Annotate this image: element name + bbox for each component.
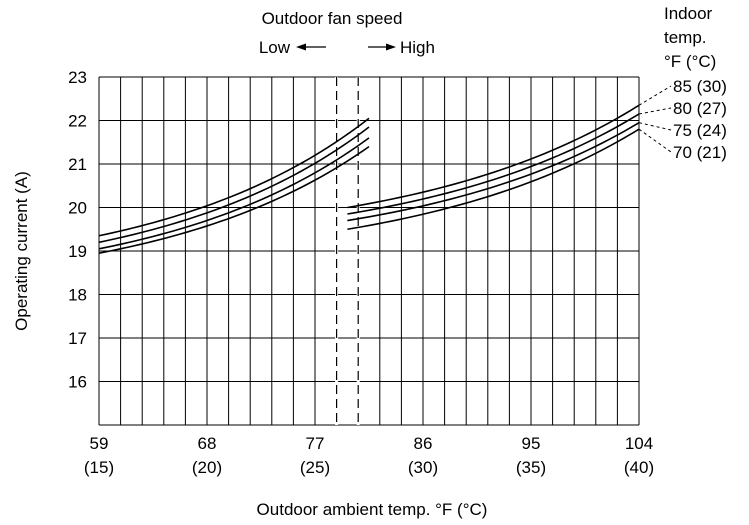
legend-title-line-2: temp. <box>664 28 707 47</box>
legend-entries: 85 (30) 80 (27) 75 (24) 70 (21) <box>638 77 727 162</box>
legend-series-label: 70 (21) <box>673 143 727 162</box>
series-curve-high-fan <box>347 121 640 222</box>
fan-speed-high-label: High <box>400 38 435 57</box>
x-tick-label-c: (25) <box>300 458 330 477</box>
y-tick-label: 21 <box>68 155 87 174</box>
series-curve-high-fan <box>347 104 640 209</box>
series-curve-high-fan <box>347 128 640 231</box>
y-tick-label: 16 <box>68 373 87 392</box>
series-curve-low-fan <box>98 145 370 254</box>
x-tick-label-c: (15) <box>84 458 114 477</box>
x-tick-label-f: 68 <box>198 434 217 453</box>
y-tick-label: 23 <box>68 68 87 87</box>
y-tick-label: 20 <box>68 199 87 218</box>
y-tick-label: 17 <box>68 329 87 348</box>
series-curves <box>98 104 640 254</box>
series-curve-low-fan <box>98 137 370 250</box>
fan-speed-title: Outdoor fan speed <box>262 9 403 28</box>
legend-title-line-3: °F (°C) <box>664 52 716 71</box>
series-curve-high-fan <box>347 113 640 215</box>
y-axis-label: Operating current (A) <box>12 171 31 331</box>
x-tick-label-f: 95 <box>522 434 541 453</box>
y-tick-label: 18 <box>68 286 87 305</box>
x-tick-label-c: (30) <box>408 458 438 477</box>
legend-leader-line <box>638 107 672 115</box>
x-tick-label-c: (40) <box>624 458 654 477</box>
legend-series-label: 85 (30) <box>673 77 727 96</box>
legend-leader-line <box>638 128 672 153</box>
high-arrow <box>368 43 396 51</box>
x-tick-label-f: 86 <box>414 434 433 453</box>
x-tick-label-c: (20) <box>192 458 222 477</box>
x-axis-label: Outdoor ambient temp. °F (°C) <box>257 500 488 519</box>
low-arrow <box>296 43 326 51</box>
plot-grid <box>98 76 640 426</box>
y-tick-label: 22 <box>68 112 87 131</box>
axis-ticks: 16 17 18 19 20 21 22 23 59 (15) 68 (20) 77 (25) 86 (30)… <box>68 68 654 477</box>
x-tick-label-f: 59 <box>90 434 109 453</box>
legend-title-line-1: Indoor <box>664 4 713 23</box>
series-curve-low-fan <box>98 117 370 237</box>
legend-leader-line <box>638 85 672 106</box>
legend-leader-line <box>638 122 672 131</box>
legend-series-label: 75 (24) <box>673 121 727 140</box>
fan-speed-low-label: Low <box>259 38 291 57</box>
legend-series-label: 80 (27) <box>673 99 727 118</box>
series-curve-low-fan <box>98 126 370 244</box>
y-tick-label: 19 <box>68 242 87 261</box>
x-tick-label-f: 104 <box>625 434 653 453</box>
x-tick-label-c: (35) <box>516 458 546 477</box>
x-tick-label-f: 77 <box>306 434 325 453</box>
